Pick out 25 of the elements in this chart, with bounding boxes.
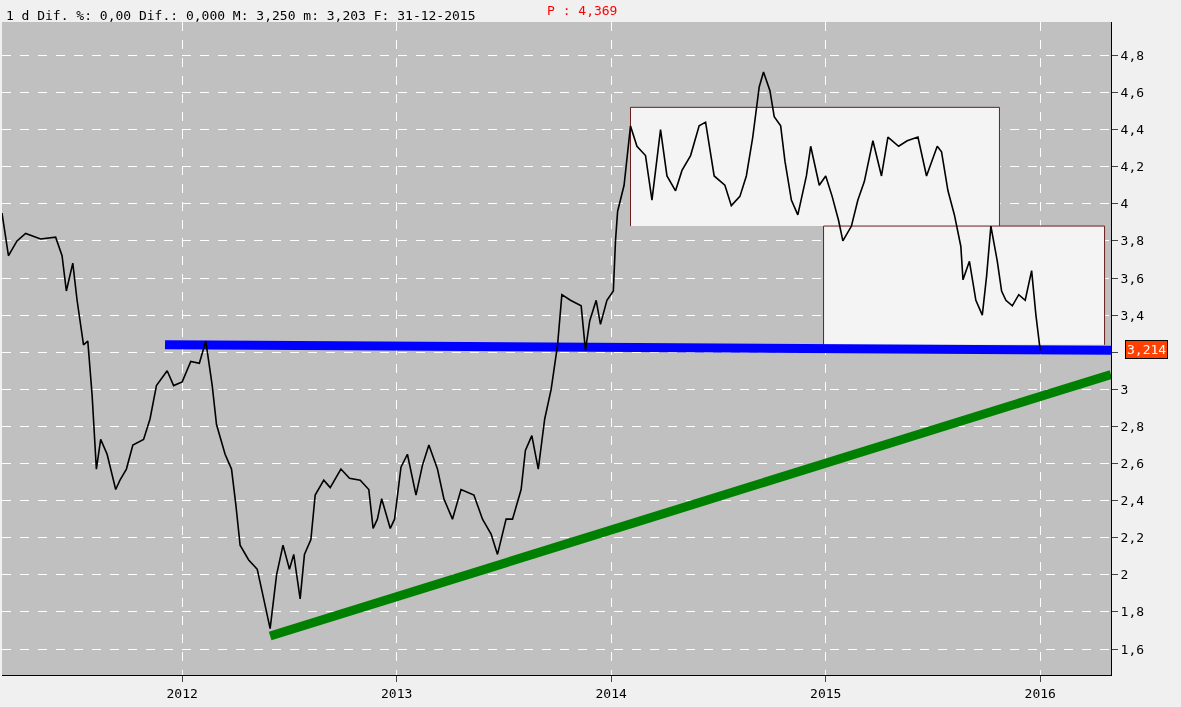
annotation: 3,214 [1127, 342, 1167, 357]
y-tick-label: 3,6 [1120, 270, 1145, 286]
y-tick-label: 4,4 [1120, 122, 1145, 138]
x-tick-label: 2014 [595, 685, 628, 701]
y-tick-label: 4 [1120, 196, 1129, 212]
y-tick-label: 4,2 [1120, 159, 1145, 175]
y-tick-label: 1,6 [1120, 641, 1145, 657]
y-tick-label: 3 [1120, 381, 1129, 397]
x-tick-label: 2015 [810, 685, 842, 701]
y-tick-label: 2,2 [1120, 530, 1145, 546]
y-tick-label: 2,8 [1120, 418, 1145, 434]
x-tick-label: 2016 [1024, 685, 1056, 701]
line-series [2, 71, 1042, 630]
y-tick-label: 2 [1120, 567, 1129, 583]
text: P : 4,369 [547, 3, 618, 18]
y-tick-label: 4,6 [1120, 85, 1145, 101]
y-tick-label: 3,4 [1120, 307, 1145, 323]
y-tick-label: 2,6 [1120, 456, 1145, 472]
x-tick-label: 2013 [381, 685, 413, 701]
y-tick-label: 1,8 [1120, 604, 1145, 620]
y-tick-label: 2,4 [1120, 493, 1145, 509]
x-tick-label: 2012 [166, 685, 198, 701]
y-tick-label: 3,8 [1120, 233, 1145, 249]
y-tick-label: 4,8 [1120, 47, 1145, 63]
chart-title: 1 d Dif. %: 0,00 Dif.: 0,000 M: 3,250 m: 3,203 F: 31-12-2015 [5, 7, 476, 23]
